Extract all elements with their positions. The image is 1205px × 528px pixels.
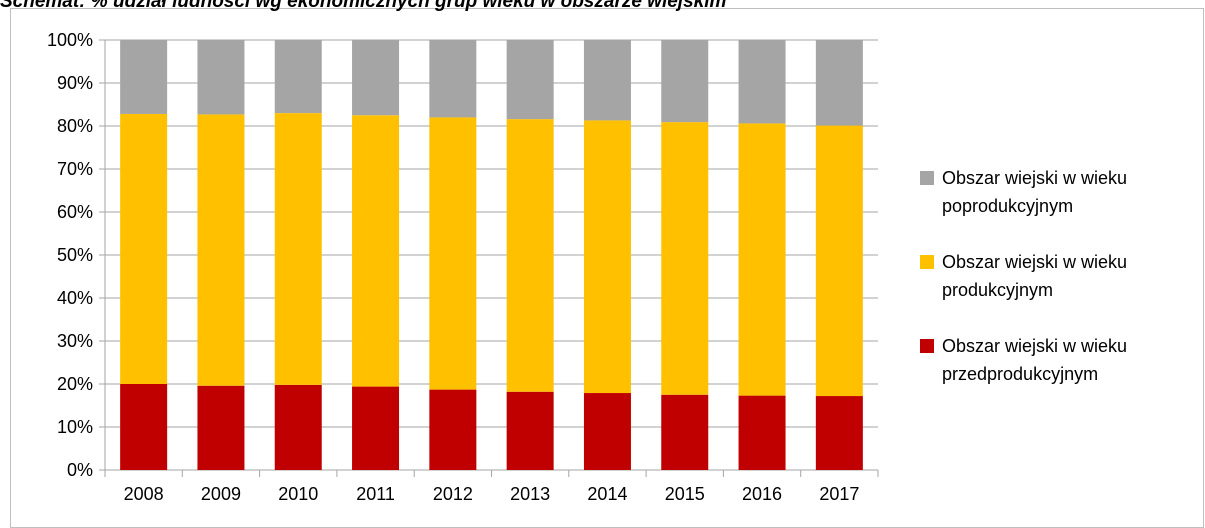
bar-segment [274, 384, 322, 470]
x-tick-label: 2016 [742, 484, 782, 504]
bar-segment [583, 393, 631, 470]
bar-segment [197, 114, 245, 386]
x-tick-label: 2014 [587, 484, 627, 504]
x-tick-label: 2013 [510, 484, 550, 504]
bar-segment [352, 386, 400, 470]
bar-segment [120, 384, 168, 470]
y-tick-label: 0% [67, 460, 93, 480]
bar-segment [274, 113, 322, 385]
bar-segment [583, 40, 631, 121]
bar-segment [506, 40, 554, 120]
y-tick-label: 80% [57, 116, 93, 136]
x-tick-label: 2012 [433, 484, 473, 504]
bar-segment [661, 40, 709, 123]
legend-swatch [920, 255, 934, 269]
bar-segment [661, 122, 709, 395]
bar-segment [506, 119, 554, 392]
y-tick-label: 90% [57, 73, 93, 93]
legend-swatch [920, 171, 934, 185]
legend-swatch [920, 339, 934, 353]
bar-segment [738, 395, 786, 470]
x-tick-label: 2015 [665, 484, 705, 504]
y-tick-label: 70% [57, 159, 93, 179]
bar-segment [429, 40, 477, 118]
bar-segment [352, 40, 400, 116]
y-tick-label: 30% [57, 331, 93, 351]
x-tick-label: 2017 [819, 484, 859, 504]
y-tick-label: 40% [57, 288, 93, 308]
y-tick-label: 10% [57, 417, 93, 437]
bar-segment [815, 396, 863, 470]
legend-label: Obszar wiejski w wieku poprodukcyjnym [942, 168, 1128, 216]
bar-segment [352, 115, 400, 387]
bar-segment [197, 40, 245, 115]
y-tick-label: 100% [47, 30, 93, 50]
bar-segment [583, 120, 631, 394]
y-tick-label: 60% [57, 202, 93, 222]
bar-segment [738, 40, 786, 124]
bar-segment [429, 389, 477, 470]
bar-segment [274, 40, 322, 114]
chart-title: Schemat: % udział ludności wg ekonomiczn… [0, 0, 726, 12]
x-tick-label: 2010 [278, 484, 318, 504]
bar-segment [815, 125, 863, 397]
bar-segment [661, 394, 709, 470]
bar-segment [506, 391, 554, 470]
legend-label: Obszar wiejski w wieku przedprodukcyjnym [942, 336, 1128, 384]
bar-segment [120, 113, 168, 385]
y-tick-label: 20% [57, 374, 93, 394]
legend-label: Obszar wiejski w wieku produkcyjnym [942, 252, 1128, 300]
y-tick-label: 50% [57, 245, 93, 265]
x-tick-label: 2009 [201, 484, 241, 504]
bar-segment [429, 117, 477, 390]
bar-segment [197, 385, 245, 470]
bar-segment [120, 40, 168, 114]
x-tick-label: 2008 [124, 484, 164, 504]
x-tick-label: 2011 [356, 484, 395, 504]
bar-segment [815, 40, 863, 126]
bar-segment [738, 123, 786, 396]
